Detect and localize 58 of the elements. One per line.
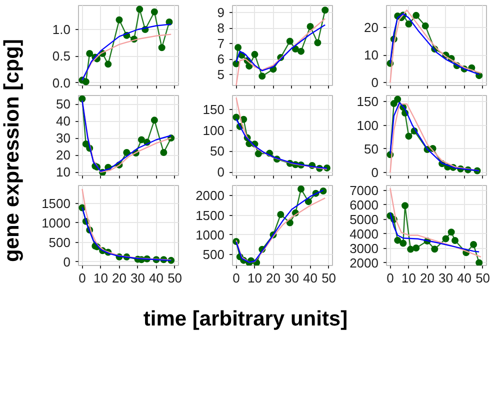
y-tick-label: 6 (217, 52, 225, 67)
y-tick-label: 500 (48, 234, 71, 250)
x-tick-label: 30 (438, 270, 453, 286)
y-tick-label: 50 (364, 141, 379, 156)
y-tick-label: 4000 (350, 226, 378, 242)
y-tick-label: 1000 (42, 215, 70, 230)
x-tick-label: 50 (168, 270, 182, 286)
y-tick-label: 150 (356, 94, 379, 110)
x-tick-label: 40 (457, 270, 472, 286)
x-tick-label: 30 (130, 270, 145, 286)
x-tick-label: 10 (401, 270, 416, 286)
y-tick-label: 2000 (350, 255, 378, 270)
y-tick-label: 0 (63, 254, 71, 270)
x-tick-label: 40 (149, 270, 164, 286)
x-tick-label: 20 (112, 270, 126, 286)
x-tick-label: 20 (266, 270, 280, 286)
x-tick-label: 0 (78, 270, 86, 286)
y-tick-label: 0 (371, 165, 379, 180)
x-axis-title: time [arbitrary units] (143, 308, 348, 330)
y-tick-label: 40 (56, 114, 71, 129)
y-tick-label: 0 (217, 164, 225, 180)
y-tick-label: 6000 (350, 197, 378, 212)
x-tick-label: 30 (284, 270, 299, 286)
y-tick-label: 150 (202, 102, 225, 117)
y-tick-label: 10 (364, 48, 379, 63)
y-tick-label: 1500 (196, 208, 224, 223)
y-tick-label: 5000 (350, 212, 378, 227)
y-tick-label: 0.0 (52, 75, 71, 90)
y-tick-label: 30 (56, 130, 71, 146)
y-tick-label: 3000 (350, 240, 378, 256)
y-tick-label: 50 (210, 144, 225, 159)
x-tick-label: 20 (420, 270, 434, 286)
y-axis-title: gene expression [cpg] (0, 39, 24, 262)
y-tick-label: 7000 (350, 182, 378, 198)
y-tick-label: 100 (202, 122, 225, 138)
y-tick-label: 5 (217, 67, 225, 82)
x-tick-label: 0 (386, 270, 394, 286)
x-tick-label: 50 (476, 270, 490, 286)
y-tick-label: 1500 (42, 196, 70, 211)
y-tick-label: 50 (56, 96, 71, 112)
x-tick-label: 50 (322, 270, 336, 286)
y-tick-label: 0.5 (52, 48, 71, 64)
y-tick-label: 20 (364, 20, 379, 36)
y-tick-label: 0 (371, 75, 379, 90)
y-tick-label: 10 (56, 164, 71, 180)
x-tick-label: 10 (247, 270, 262, 286)
y-tick-label: 8 (217, 20, 225, 36)
y-tick-label: 7 (217, 36, 225, 52)
y-tick-label: 1.0 (52, 22, 71, 37)
x-tick-label: 10 (93, 270, 108, 286)
y-tick-label: 1000 (196, 227, 224, 242)
y-tick-label: 500 (202, 246, 225, 262)
y-tick-label: 100 (356, 118, 379, 133)
x-tick-label: 0 (232, 270, 240, 286)
y-tick-label: 20 (56, 148, 71, 163)
y-tick-label: 2000 (196, 188, 224, 204)
y-tick-label: 9 (217, 4, 225, 20)
x-tick-label: 40 (303, 270, 318, 286)
